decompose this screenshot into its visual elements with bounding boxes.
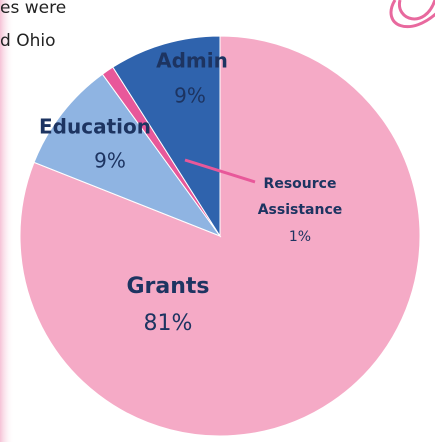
doc-text: d Ohio xyxy=(0,31,55,51)
page-edge xyxy=(0,0,14,442)
doc-text: es were xyxy=(0,0,66,18)
ribbon xyxy=(389,0,435,29)
pie-chart: Grants 81% Education 9% Resource Assistance 1%… xyxy=(19,35,421,437)
value-label: 81% xyxy=(144,311,193,336)
slice-label: Resource Assistance xyxy=(258,176,343,218)
value-label: 9% xyxy=(174,84,206,108)
slice-label: Grants xyxy=(126,274,209,299)
pie-slice xyxy=(112,35,221,238)
leader-line xyxy=(184,158,256,184)
pie-slice xyxy=(33,73,222,238)
slice-label: Admin xyxy=(156,49,228,73)
slice-label: Education xyxy=(39,115,151,139)
value-label: 1% xyxy=(289,229,311,245)
value-label: 9% xyxy=(94,149,126,173)
